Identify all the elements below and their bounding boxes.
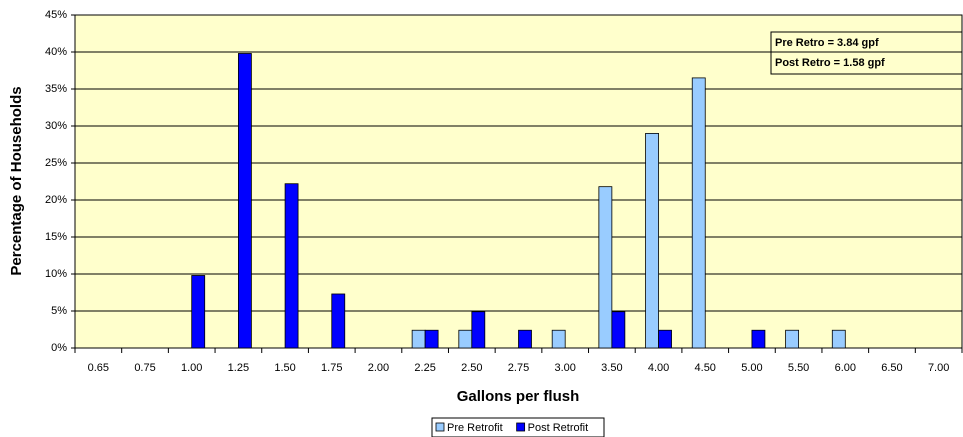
x-tick-label: 1.25	[228, 362, 249, 374]
y-tick-label: 20%	[45, 194, 67, 206]
x-tick-label: 4.50	[695, 362, 716, 374]
bar	[691, 77, 706, 349]
x-tick-label: 1.75	[321, 362, 342, 374]
x-tick-label: 1.50	[274, 362, 295, 374]
x-tick-label: 2.25	[414, 362, 435, 374]
y-tick-label: 15%	[45, 231, 67, 243]
bar	[518, 329, 532, 349]
legend-label: Pre Retrofit	[447, 422, 503, 434]
bar	[237, 53, 252, 349]
annotation: Post Retro = 1.58 gpf	[775, 57, 885, 69]
bar	[598, 186, 613, 349]
y-tick-label: 30%	[45, 120, 67, 132]
x-axis-title: Gallons per flush	[457, 388, 580, 405]
x-tick-label: 5.50	[788, 362, 809, 374]
legend-swatch	[435, 422, 445, 432]
x-tick-label: 2.75	[508, 362, 529, 374]
x-tick-label: 2.00	[368, 362, 389, 374]
y-tick-label: 5%	[51, 305, 67, 317]
bar	[831, 329, 846, 349]
bar	[785, 329, 800, 349]
bar	[331, 293, 346, 349]
x-tick-label: 3.50	[601, 362, 622, 374]
annotation-box	[770, 31, 963, 75]
bar	[284, 183, 299, 349]
legend-swatch	[516, 422, 526, 432]
x-tick-label: 6.00	[835, 362, 856, 374]
y-tick-label: 10%	[45, 268, 67, 280]
x-tick-label: 6.50	[881, 362, 902, 374]
bar	[751, 329, 766, 349]
bar	[411, 329, 426, 349]
x-tick-label: 1.00	[181, 362, 202, 374]
bar	[658, 329, 672, 349]
y-tick-label: 25%	[45, 157, 67, 169]
x-tick-label: 4.00	[648, 362, 669, 374]
bar	[424, 329, 439, 349]
bar	[611, 311, 626, 349]
x-tick-label: 0.65	[88, 362, 109, 374]
annotation: Pre Retro = 3.84 gpf	[775, 37, 879, 49]
x-tick-label: 3.00	[554, 362, 575, 374]
bar	[645, 132, 659, 349]
y-axis-title: Percentage of Households	[8, 86, 25, 275]
y-tick-label: 40%	[45, 46, 67, 58]
legend-label: Post Retrofit	[528, 422, 589, 434]
x-tick-label: 5.00	[741, 362, 762, 374]
bar	[551, 329, 566, 349]
bar	[471, 311, 486, 349]
y-tick-label: 0%	[51, 342, 67, 354]
bar	[458, 329, 473, 349]
bar	[191, 275, 206, 349]
x-tick-label: 7.00	[928, 362, 949, 374]
x-tick-label: 2.50	[461, 362, 482, 374]
y-tick-label: 45%	[45, 9, 67, 21]
x-tick-label: 0.75	[134, 362, 155, 374]
y-tick-label: 35%	[45, 83, 67, 95]
